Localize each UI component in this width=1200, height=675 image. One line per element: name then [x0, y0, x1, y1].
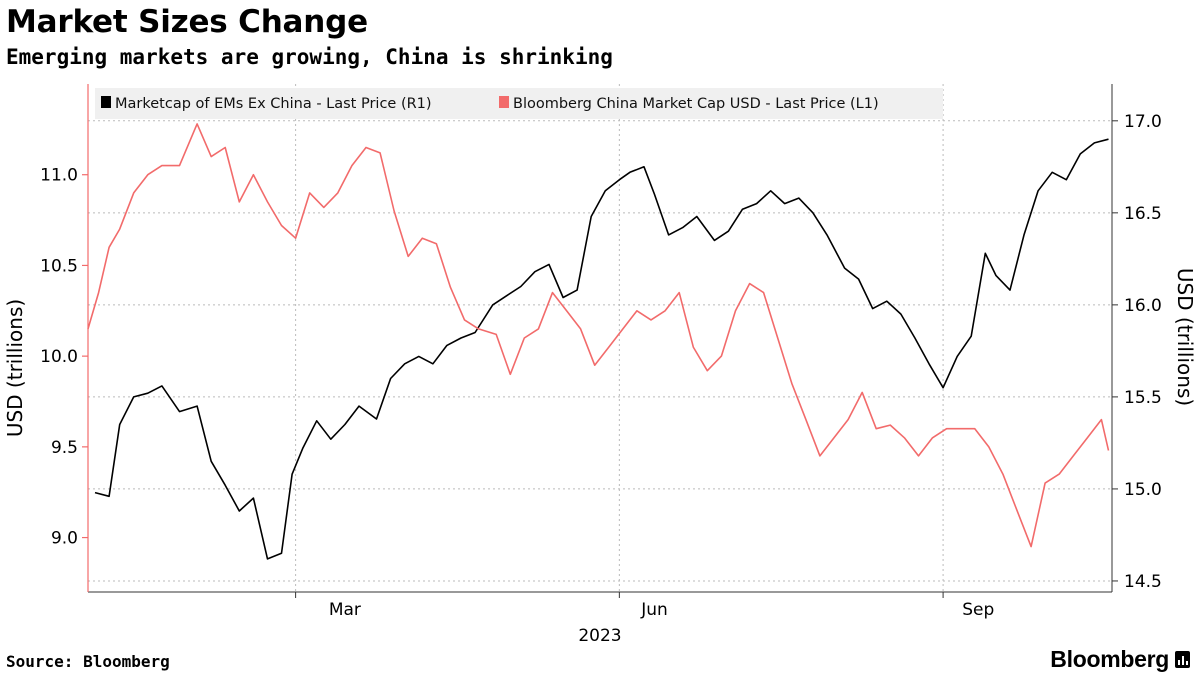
left-axis-label: USD (trillions)	[3, 299, 27, 437]
legend-swatch-china	[499, 96, 509, 108]
x-tick-label: Mar	[329, 600, 361, 620]
brand-logo: Bloomberg	[1050, 646, 1190, 673]
right-tick-label: 17.0	[1124, 112, 1162, 132]
chart-subtitle: Emerging markets are growing, China is s…	[6, 45, 613, 69]
left-tick-label: 10.0	[40, 347, 78, 367]
bloomberg-chart-icon	[1175, 651, 1190, 668]
series-lines	[87, 123, 1110, 560]
right-axis-label: USD (trillions)	[1173, 268, 1197, 406]
legend-swatch-em	[101, 96, 111, 108]
right-tick-label: 15.5	[1124, 388, 1162, 408]
chart-title: Market Sizes Change	[6, 4, 368, 40]
left-tick-label: 10.5	[40, 256, 78, 276]
left-tick-label: 9.5	[51, 438, 78, 458]
right-tick-label: 16.0	[1124, 296, 1162, 316]
legend-background	[95, 88, 943, 119]
left-tick-label: 11.0	[40, 166, 78, 186]
em-ex-china-line	[94, 138, 1109, 560]
source-note: Source: Bloomberg	[6, 652, 170, 671]
x-tick-label: Sep	[962, 600, 994, 620]
gridlines	[88, 84, 1112, 592]
right-tick-label: 15.0	[1124, 480, 1162, 500]
x-tick-label: Jun	[640, 600, 668, 620]
legend: Marketcap of EMs Ex China - Last Price (…	[95, 88, 943, 119]
legend-label-china: Bloomberg China Market Cap USD - Last Pr…	[513, 96, 879, 112]
axes: 14.5 15.0 15.5 16.0 16.5 17.0 9.0 9.5 10.0 10.5 11…	[40, 84, 1162, 620]
left-tick-label: 9.0	[51, 529, 78, 549]
right-tick-label: 14.5	[1124, 572, 1162, 592]
china-market-cap-line	[87, 123, 1110, 548]
legend-label-em: Marketcap of EMs Ex China - Last Price (…	[115, 96, 432, 112]
line-chart: 14.5 15.0 15.5 16.0 16.5 17.0 9.0 9.5 10.0 10.5 11…	[3, 84, 1197, 645]
brand-wordmark: Bloomberg	[1050, 646, 1169, 672]
right-tick-label: 16.5	[1124, 204, 1162, 224]
year-label: 2023	[578, 626, 621, 645]
